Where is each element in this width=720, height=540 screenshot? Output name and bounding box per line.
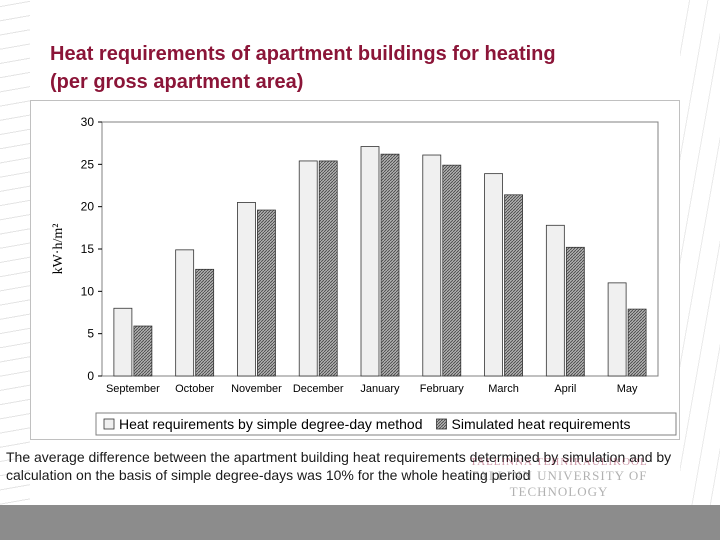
bar-simulated-april — [565, 246, 585, 377]
bar-degree-day-november — [237, 202, 256, 377]
bar-degree-day-march — [484, 173, 503, 377]
bar-simulated-february — [442, 164, 462, 377]
legend-swatch-simulated — [436, 418, 447, 430]
footer-bar — [0, 505, 720, 540]
legend-swatch-degree-day — [103, 418, 115, 430]
bar-degree-day-january — [360, 146, 380, 377]
x-tick-label: September — [106, 383, 160, 395]
bar-simulated-september — [133, 325, 153, 377]
x-tick-label: January — [360, 383, 400, 395]
x-tick-label: December — [293, 383, 344, 395]
y-tick-label: 0 — [87, 369, 94, 383]
y-tick-label: 20 — [81, 200, 95, 214]
chart: 0 5 10 15 20 25 30 kW·h/m² September October Novem… — [30, 100, 680, 440]
y-tick-label: 10 — [81, 284, 95, 298]
bar-simulated-march — [504, 194, 523, 377]
x-tick-label: March — [488, 383, 519, 395]
chart-svg: 0 5 10 15 20 25 30 kW·h/m² September October Novem… — [30, 100, 680, 440]
bar-degree-day-september — [113, 307, 133, 377]
bar-simulated-december — [318, 160, 338, 377]
logo-line-2: TALLINN UNIVERSITY OF TECHNOLOGY — [470, 468, 648, 499]
plot-area — [101, 121, 659, 377]
bar-simulated-may — [627, 308, 647, 377]
bar-simulated-november — [257, 209, 276, 377]
y-tick-label: 30 — [81, 115, 95, 129]
bar-degree-day-february — [422, 154, 442, 377]
x-tick-label: April — [554, 383, 576, 395]
bar-degree-day-april — [545, 224, 565, 377]
left-decoration — [0, 0, 30, 505]
y-tick-label: 5 — [87, 327, 94, 341]
x-tick-label: May — [617, 383, 638, 395]
title-line-1: Heat requirements of apartment buildings… — [50, 43, 556, 65]
x-tick-label: October — [175, 383, 214, 395]
y-tick-label: 15 — [81, 242, 95, 256]
title-line-2: (per gross apartment area) — [50, 71, 304, 93]
y-axis-label: kW·h/m² — [51, 224, 66, 275]
right-decoration — [680, 0, 720, 505]
bar-degree-day-may — [607, 282, 627, 377]
x-tick-label: November — [231, 383, 282, 395]
slide-title: Heat requirements of apartment buildings… — [50, 40, 690, 96]
legend-box — [95, 412, 677, 436]
bar-simulated-january — [380, 153, 400, 377]
x-tick-label: February — [420, 383, 465, 395]
university-logo: TALLINNA TEHNIKAÜLIKOOL TALLINN UNIVERSI… — [428, 456, 690, 499]
caption-text: The average difference between the apart… — [6, 449, 672, 483]
legend-label-degree-day: Heat requirements by simple degree-day m… — [119, 416, 423, 432]
bar-degree-day-december — [298, 160, 318, 377]
bar-degree-day-october — [175, 249, 195, 377]
logo-line-1: TALLINNA TEHNIKAÜLIKOOL — [470, 456, 648, 468]
y-tick-label: 25 — [81, 157, 95, 171]
bar-simulated-october — [195, 268, 215, 377]
legend-label-simulated: Simulated heat requirements — [452, 416, 631, 432]
